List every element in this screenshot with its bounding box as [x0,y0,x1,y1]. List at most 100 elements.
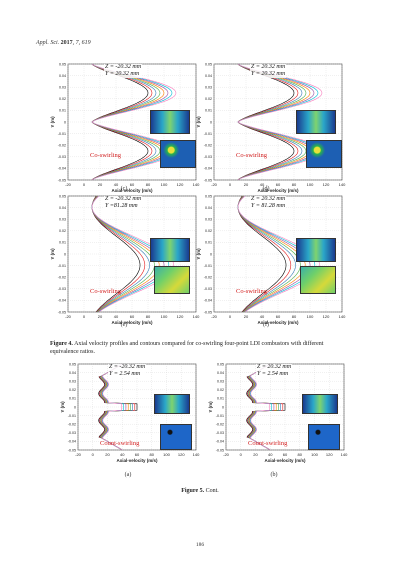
flow-label: Co-swirling [236,152,268,159]
panel-a: -20 0 20 40 60 80 100 120 140 0.05 0.04 0.03 0.02 0.0… [60,360,200,470]
x-tick-label: -20 [75,452,82,457]
y-tick-label: 0.03 [59,86,66,90]
y-tick-label: 0.04 [59,74,66,78]
y-tick-label: -0.05 [68,448,76,452]
x-tick-label: 40 [114,182,119,187]
panel-z-label: Z = -20.32 mm Y = 20.32 mm [104,64,143,78]
profile-curve [249,363,272,451]
y-tick-label: -0.04 [216,440,224,444]
y-tick-label: -0.05 [204,178,212,182]
y-axis-label: Y (m) [50,116,55,128]
y-tick-label: -0.05 [58,178,66,182]
x-tick-label: 100 [311,452,318,457]
x-tick-label: -20 [65,314,72,319]
y-tick-label: -0.04 [204,299,212,303]
y-tick-label: 0.01 [69,397,76,401]
x-tick-label: 140 [339,314,346,319]
journal-header: Appl. Sci. 2017, 7, 619 [36,40,91,46]
x-tick-label: 140 [193,182,200,187]
contour-inset-cross [160,140,196,168]
profile-curve [99,363,136,451]
x-axis-label: Axial-velocity (m/s) [116,458,158,463]
y-tick-label: -0.04 [58,167,66,171]
x-tick-label: 100 [161,182,168,187]
y-tick-label: -0.03 [216,431,224,435]
flow-label: Count-swirling [100,440,140,447]
y-tick-label: 0.04 [69,371,76,375]
y-tick-label: 0.02 [59,229,66,233]
x-tick-label: 40 [260,182,265,187]
x-tick-label: 20 [253,452,258,457]
y-tick-label: -0.02 [58,276,66,280]
y-tick-label: 0 [210,252,212,256]
x-tick-label: -20 [211,314,218,319]
y-tick-label: 0.03 [217,380,224,384]
contour-inset-cross [308,424,340,450]
z-text: Z = -20.32 mm [105,196,142,202]
profile-curve [101,363,127,451]
x-tick-label: 140 [193,452,200,457]
x-tick-label: 120 [326,452,333,457]
panel-label-e: (e) [120,322,128,328]
contour-inset [296,238,336,262]
profile-curve [100,363,129,451]
y-tick-label: -0.03 [58,287,66,291]
y-tick-label: -0.04 [204,167,212,171]
x-tick-label: 120 [177,314,184,319]
y-tick-label: -0.02 [204,276,212,280]
y-tick-label: 0.02 [217,388,224,392]
x-axis-label: Axial-velocity (m/s) [264,458,306,463]
contour-inset-cross [300,266,336,294]
panel-e: -20 0 20 40 60 80 100 120 140 0.05 0.04 0.03 0.02 0.0… [50,192,200,332]
x-tick-label: 80 [292,314,297,319]
profile-curve [249,363,271,451]
x-tick-label: 100 [307,182,314,187]
y-tick-label: 0 [64,120,66,124]
y-tick-label: 0.01 [59,241,66,245]
panel-c: -20 0 20 40 60 80 100 120 140 0.05 0.04 0.03 0.02 0.0… [50,60,200,200]
panel-b: -20 0 20 40 60 80 100 120 140 0.05 0.04 0.03 0.02 0.0… [208,360,348,470]
contour-inset-cross [306,140,342,168]
x-axis-label: Axial-velocity (m/s) [111,188,153,193]
y-tick-label: 0.04 [59,206,66,210]
x-tick-label: 120 [178,452,185,457]
y-tick-label: -0.03 [204,287,212,291]
flow-label: Co-swirling [90,288,122,295]
y-tick-label: 0.01 [217,397,224,401]
y-tick-label: -0.01 [216,414,224,418]
y-tick-label: 0.01 [59,109,66,113]
y-tick-label: -0.03 [204,155,212,159]
x-tick-label: -20 [211,182,218,187]
x-tick-label: 60 [276,314,281,319]
x-tick-label: 80 [298,452,303,457]
y-tick-label: 0.04 [205,206,212,210]
x-tick-label: 20 [244,182,249,187]
y-text: Y =81.28 mm [105,203,138,209]
panel-label-a: (a) [124,472,132,478]
x-tick-label: 0 [240,452,243,457]
x-tick-label: 60 [283,452,288,457]
y-tick-label: 0.02 [59,97,66,101]
z-text: Z = -20.32 mm [105,64,142,70]
y-tick-label: 0 [64,252,66,256]
x-tick-label: 20 [244,314,249,319]
panel-label-b: (b) [270,472,278,478]
y-tick-label: 0.05 [69,362,76,366]
x-tick-label: 60 [130,314,135,319]
y-tick-label: -0.05 [204,310,212,314]
x-tick-label: -20 [65,182,72,187]
profile-curve [101,363,123,451]
x-tick-label: -20 [223,452,230,457]
y-tick-label: 0.03 [59,218,66,222]
y-tick-label: -0.05 [216,448,224,452]
page-number: 186 [195,542,205,548]
y-tick-label: -0.01 [58,264,66,268]
y-axis-label: Y (m) [60,401,65,413]
y-axis-label: Y (m) [208,401,213,413]
y-text: Y = 2.54 mm [109,371,141,377]
x-tick-label: 80 [150,452,155,457]
x-tick-label: 100 [161,314,168,319]
y-tick-label: -0.05 [58,310,66,314]
profile-curve [246,363,286,451]
y-axis-label: Y (m) [50,248,55,260]
